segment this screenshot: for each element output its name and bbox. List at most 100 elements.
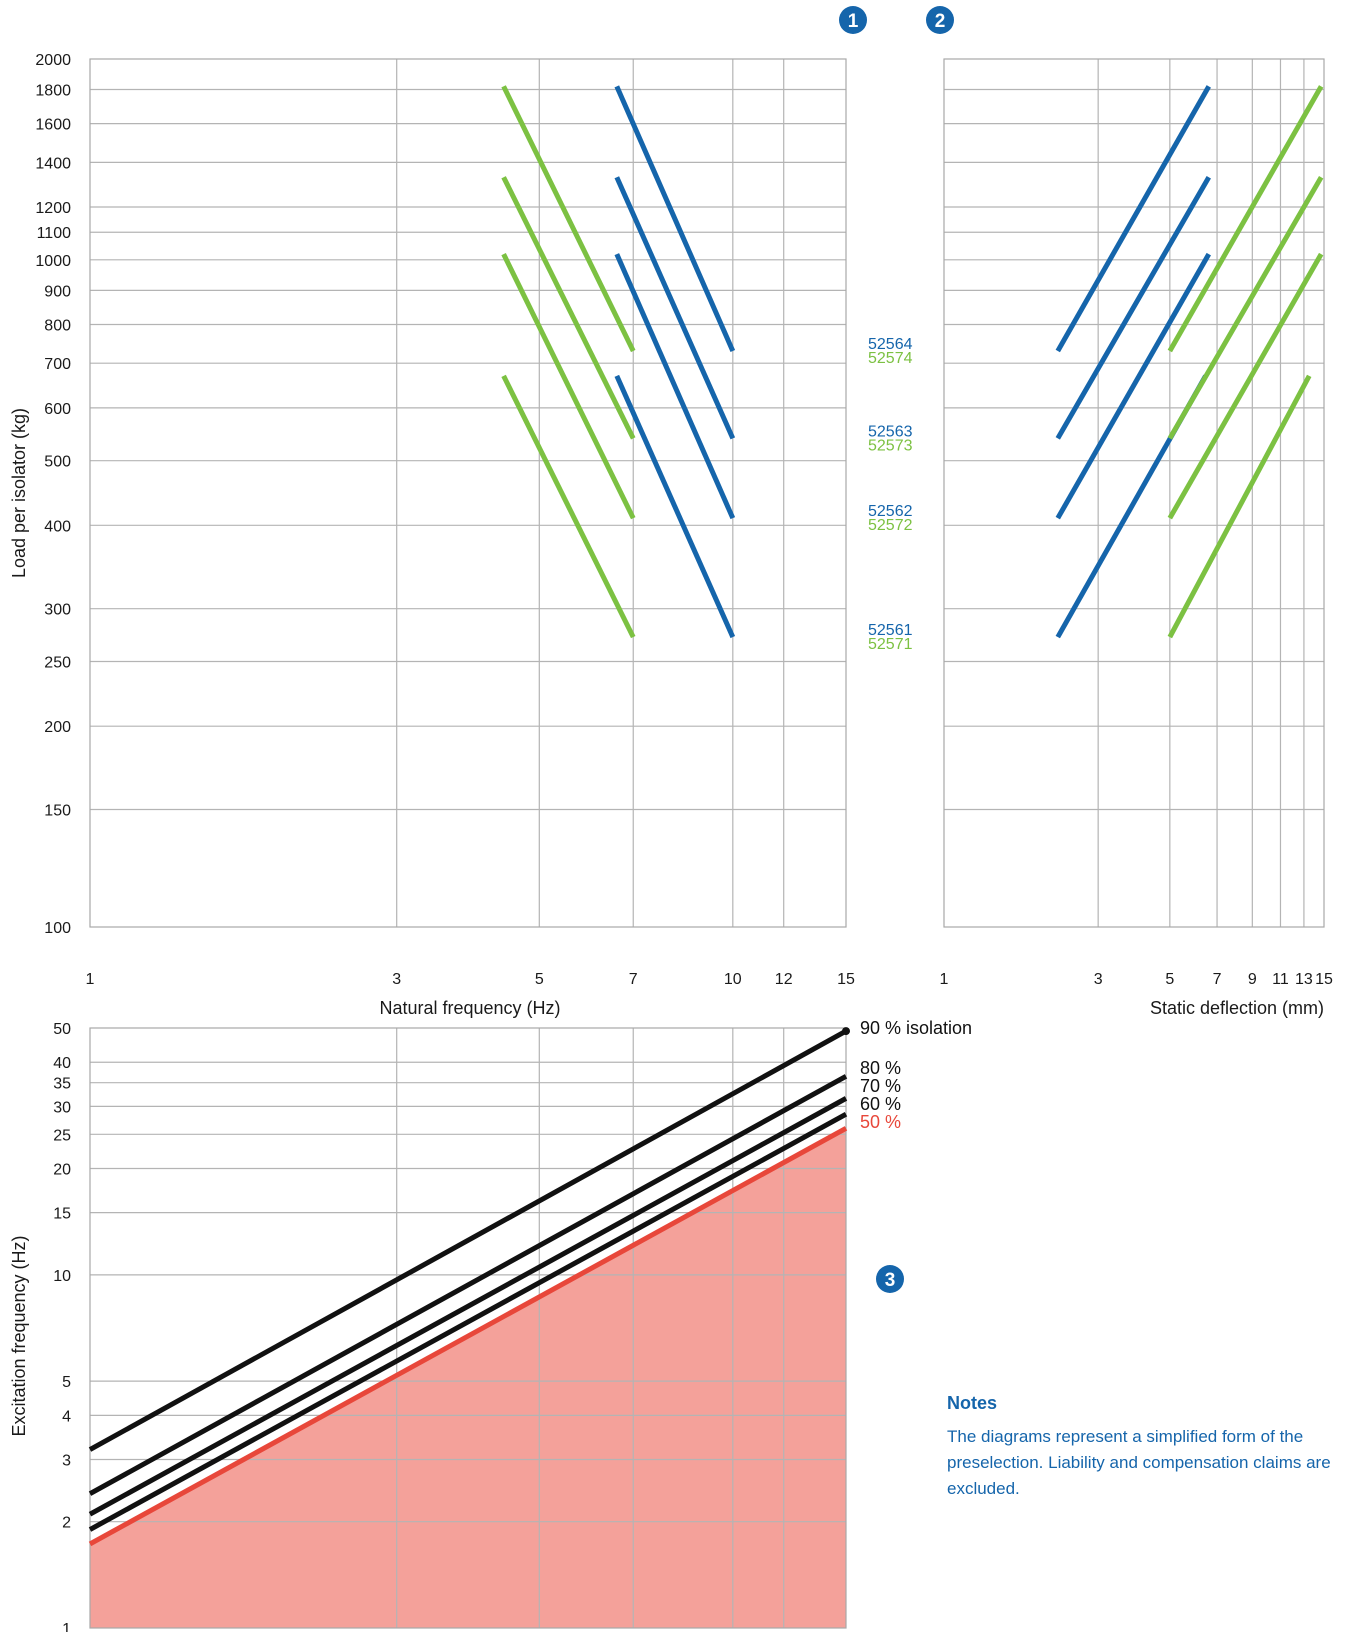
model-label-52571: 52571 <box>868 636 913 653</box>
x-tick-label: 7 <box>629 971 638 988</box>
series-line-52563 <box>614 176 736 440</box>
y-tick-label: 1400 <box>35 155 71 172</box>
isolation-label: 60 % <box>860 1094 901 1114</box>
y-tick-label: 3 <box>62 1453 71 1470</box>
model-label-52574: 52574 <box>868 350 913 367</box>
y-tick-label: 200 <box>44 719 71 736</box>
marker-circle <box>876 1265 904 1293</box>
series-line-52573 <box>1167 175 1324 440</box>
y-tick-label: 1800 <box>35 83 71 100</box>
y-tick-label: 10 <box>53 1268 71 1285</box>
series-line-52562 <box>614 253 736 520</box>
x-axis-label: Static deflection (mm) <box>1150 998 1324 1018</box>
isolation-label: 80 % <box>860 1058 901 1078</box>
marker-circle <box>839 6 867 34</box>
series-line-52572 <box>501 252 636 520</box>
marker-2: 2 <box>926 6 954 34</box>
series-line-52561 <box>614 374 736 639</box>
y-tick-label: 30 <box>53 1099 71 1116</box>
y-tick-label: 25 <box>53 1127 71 1144</box>
y-tick-label: 500 <box>44 454 71 471</box>
load-vs-natural-frequency-panel: 1001502002503004005006007008009001000110… <box>9 52 855 1018</box>
y-tick-label: 800 <box>44 317 71 334</box>
plot-frame <box>89 58 847 928</box>
isolation-label: 90 % isolation <box>860 1018 972 1038</box>
x-tick-label: 15 <box>1315 971 1333 988</box>
series-line-52574 <box>1167 85 1324 353</box>
y-tick-label: 150 <box>44 803 71 820</box>
x-tick-label: 5 <box>535 971 544 988</box>
series-line-52564 <box>614 85 736 353</box>
x-tick-label: 9 <box>1248 971 1257 988</box>
model-label-52573: 52573 <box>868 437 913 454</box>
x-axis-label: Natural frequency (Hz) <box>379 998 560 1018</box>
model-label-52572: 52572 <box>868 517 913 534</box>
notes-title: Notes <box>947 1393 998 1413</box>
y-tick-label: 300 <box>44 602 71 619</box>
y-tick-label: 600 <box>44 401 71 418</box>
x-tick-label: 7 <box>1213 971 1222 988</box>
excitation-vs-natural-frequency-panel: 1 2 3 4 5 10 15 20 25 30 35 40 50 Excitation frequenc… <box>9 1018 972 1632</box>
marker-3: 3 <box>876 1265 904 1293</box>
x-tick-label: 1 <box>86 971 95 988</box>
series-line-52574 <box>501 85 636 353</box>
notes-panel: Notes The diagrams represent a simplifie… <box>947 1393 1342 1502</box>
plot-frame <box>943 58 1325 928</box>
series-line-52562 <box>1055 252 1211 520</box>
y-tick-label: 1200 <box>35 200 71 217</box>
series-end-dot <box>842 1027 850 1036</box>
series-line-52571 <box>1167 374 1312 639</box>
y-tick-label: 700 <box>44 356 71 373</box>
plot-frame <box>89 1027 847 1629</box>
model-label-52563: 52563 <box>868 423 913 440</box>
y-tick-label: 15 <box>53 1206 71 1223</box>
y-tick-label: 250 <box>44 655 71 672</box>
y-tick-label: 40 <box>53 1055 71 1072</box>
isolation-label: 70 % <box>860 1076 901 1096</box>
y-tick-label: 2000 <box>35 52 71 69</box>
series-line-52572 <box>1167 252 1324 520</box>
y-tick-label: 4 <box>62 1408 71 1425</box>
y-axis-label: Excitation frequency (Hz) <box>9 1235 29 1436</box>
isolation-label: 50 % <box>860 1112 901 1132</box>
x-tick-label: 5 <box>1165 971 1174 988</box>
series-line-52571 <box>501 374 636 639</box>
x-tick-label: 10 <box>724 971 742 988</box>
x-tick-label: 13 <box>1295 971 1313 988</box>
y-tick-label: 20 <box>53 1162 71 1179</box>
series-line-52563 <box>1055 175 1211 440</box>
series-line-60% <box>88 1112 848 1532</box>
series-line-90% isolation <box>88 1028 848 1452</box>
marker-1: 1 <box>839 6 867 34</box>
x-tick-label: 3 <box>392 971 401 988</box>
y-axis-label: Load per isolator (kg) <box>9 408 29 578</box>
y-tick-label: 1600 <box>35 117 71 134</box>
y-tick-label: 1100 <box>37 225 72 242</box>
model-label-52564: 52564 <box>868 336 913 353</box>
notes-body: The diagrams represent a simplified form… <box>947 1427 1331 1498</box>
marker-circle <box>926 6 954 34</box>
y-tick-label: 50 <box>53 1021 71 1038</box>
y-tick-label: 1000 <box>35 253 71 270</box>
y-tick-label: 1 <box>62 1621 71 1632</box>
series-line-50% <box>88 1126 848 1547</box>
series-line-52573 <box>501 176 636 440</box>
series-line-80% <box>88 1074 848 1496</box>
marker-number: 3 <box>885 1270 896 1291</box>
x-tick-label: 15 <box>837 971 855 988</box>
model-label-52562: 52562 <box>868 503 913 520</box>
y-tick-label: 35 <box>53 1076 71 1093</box>
y-tick-label: 900 <box>44 283 71 300</box>
y-tick-label: 2 <box>62 1515 71 1532</box>
marker-number: 2 <box>935 11 946 32</box>
x-tick-label: 1 <box>940 971 949 988</box>
x-tick-label: 11 <box>1272 971 1289 988</box>
x-tick-label: 12 <box>775 971 793 988</box>
x-tick-label: 3 <box>1094 971 1103 988</box>
marker-number: 1 <box>848 11 859 32</box>
area-below-50-percent <box>90 1128 846 1628</box>
y-tick-label: 400 <box>44 518 71 535</box>
